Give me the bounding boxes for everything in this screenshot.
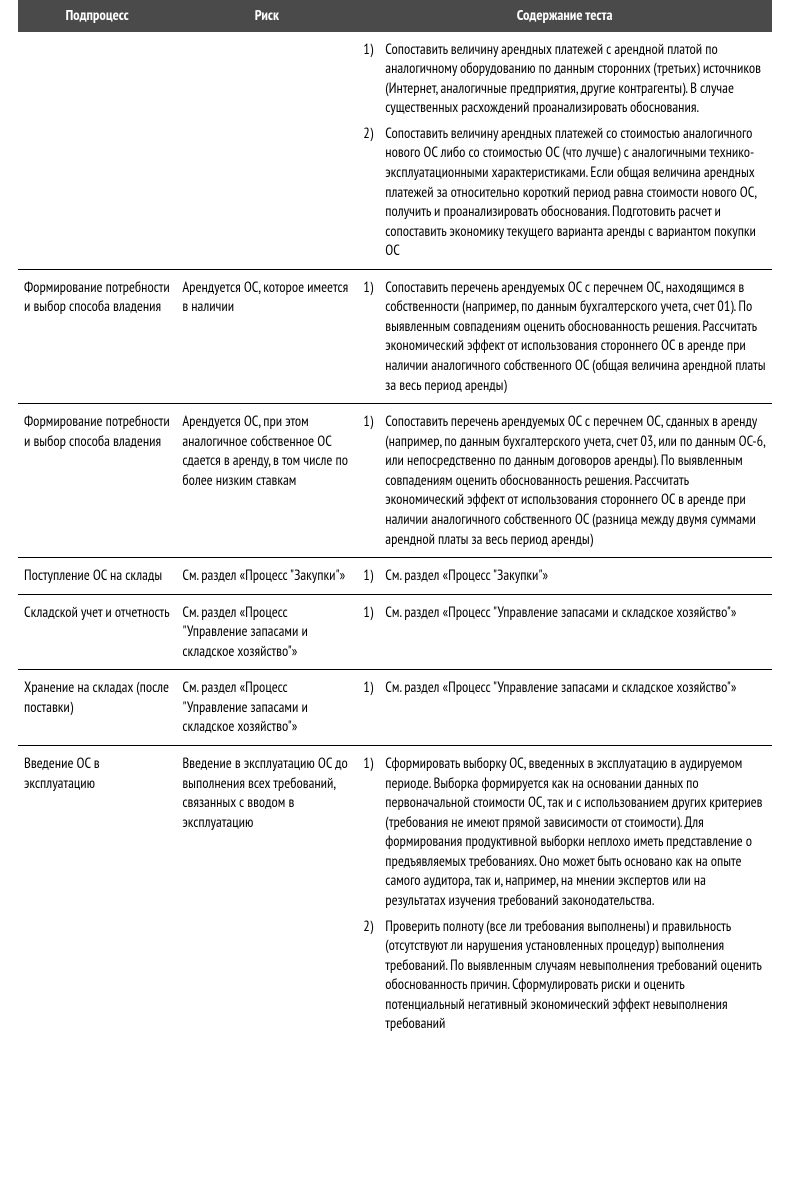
cell-test: 1)Сопоставить перечень арендуемых ОС с п… bbox=[357, 269, 772, 403]
test-item: 1)Сформировать выборку ОС, введенных в э… bbox=[363, 754, 766, 911]
header-risk: Риск bbox=[176, 0, 357, 32]
test-list: 1)См. раздел «Процесс "Управление запаса… bbox=[363, 678, 766, 698]
test-item-number: 1) bbox=[363, 566, 385, 586]
header-test: Содержание теста bbox=[357, 0, 772, 32]
cell-subprocess bbox=[18, 32, 176, 270]
cell-subprocess: Формирование потребности и выбор способа… bbox=[18, 404, 176, 558]
test-item-text: См. раздел «Процесс "Управление запасами… bbox=[385, 603, 766, 623]
risk-test-table: Подпроцесс Риск Содержание теста 1)Сопос… bbox=[18, 0, 772, 1042]
cell-risk: См. раздел «Процесс "Закупки"» bbox=[176, 558, 357, 595]
test-item-number: 2) bbox=[363, 917, 385, 1034]
test-item-number: 1) bbox=[363, 754, 385, 911]
table-row: Введение ОС в эксплуатациюВведение в экс… bbox=[18, 746, 772, 1042]
header-subprocess: Подпроцесс bbox=[18, 0, 176, 32]
test-item-number: 1) bbox=[363, 603, 385, 623]
cell-subprocess: Хранение на складах (после поставки) bbox=[18, 670, 176, 746]
test-item-number: 2) bbox=[363, 124, 385, 261]
table-row: 1)Сопоставить величину арендных платежей… bbox=[18, 32, 772, 270]
table-header-row: Подпроцесс Риск Содержание теста bbox=[18, 0, 772, 32]
table-row: Складской учет и отчетностьСм. раздел «П… bbox=[18, 594, 772, 670]
table-row: Формирование потребности и выбор способа… bbox=[18, 269, 772, 403]
cell-test: 1)Сформировать выборку ОС, введенных в э… bbox=[357, 746, 772, 1042]
test-item-number: 1) bbox=[363, 278, 385, 395]
cell-risk: См. раздел «Процесс "Управление запасами… bbox=[176, 594, 357, 670]
test-item-number: 1) bbox=[363, 412, 385, 549]
cell-subprocess: Формирование потребности и выбор способа… bbox=[18, 269, 176, 403]
cell-test: 1)Сопоставить величину арендных платежей… bbox=[357, 32, 772, 270]
test-list: 1)Сопоставить величину арендных платежей… bbox=[363, 40, 766, 261]
test-item: 1)См. раздел «Процесс "Управление запаса… bbox=[363, 678, 766, 698]
test-list: 1)Сопоставить перечень арендуемых ОС с п… bbox=[363, 278, 766, 395]
test-item-text: Сформировать выборку ОС, введенных в экс… bbox=[385, 754, 766, 911]
cell-subprocess: Введение ОС в эксплуатацию bbox=[18, 746, 176, 1042]
table-row: Формирование потребности и выбор способа… bbox=[18, 404, 772, 558]
test-item-number: 1) bbox=[363, 40, 385, 118]
cell-risk: Арендуется ОС, которое имеется в наличии bbox=[176, 269, 357, 403]
cell-risk: Введение в эксплуатацию ОС до выполнения… bbox=[176, 746, 357, 1042]
test-item: 1)Сопоставить перечень арендуемых ОС с п… bbox=[363, 412, 766, 549]
test-item-text: Сопоставить перечень арендуемых ОС с пер… bbox=[385, 412, 766, 549]
cell-test: 1)См. раздел «Процесс "Закупки"» bbox=[357, 558, 772, 595]
test-item-text: См. раздел «Процесс "Управление запасами… bbox=[385, 678, 766, 698]
test-item: 2)Проверить полноту (все ли требования в… bbox=[363, 917, 766, 1034]
test-item-text: Сопоставить величину арендных платежей с… bbox=[385, 40, 766, 118]
test-list: 1)См. раздел «Процесс "Управление запаса… bbox=[363, 603, 766, 623]
test-item-text: Сопоставить величину арендных платежей с… bbox=[385, 124, 766, 261]
cell-risk bbox=[176, 32, 357, 270]
table-row: Хранение на складах (после поставки)См. … bbox=[18, 670, 772, 746]
test-item: 1)См. раздел «Процесс "Закупки"» bbox=[363, 566, 766, 586]
table-row: Поступление ОС на складыСм. раздел «Проц… bbox=[18, 558, 772, 595]
test-list: 1)Сформировать выборку ОС, введенных в э… bbox=[363, 754, 766, 1034]
test-list: 1)См. раздел «Процесс "Закупки"» bbox=[363, 566, 766, 586]
test-list: 1)Сопоставить перечень арендуемых ОС с п… bbox=[363, 412, 766, 549]
cell-subprocess: Складской учет и отчетность bbox=[18, 594, 176, 670]
cell-risk: См. раздел «Процесс "Управление запасами… bbox=[176, 670, 357, 746]
cell-risk: Арендуется ОС, при этом аналогичное собс… bbox=[176, 404, 357, 558]
test-item: 1)См. раздел «Процесс "Управление запаса… bbox=[363, 603, 766, 623]
test-item-text: Сопоставить перечень арендуемых ОС с пер… bbox=[385, 278, 766, 395]
test-item: 2)Сопоставить величину арендных платежей… bbox=[363, 124, 766, 261]
table-body: 1)Сопоставить величину арендных платежей… bbox=[18, 32, 772, 1042]
cell-test: 1)См. раздел «Процесс "Управление запаса… bbox=[357, 670, 772, 746]
test-item-text: См. раздел «Процесс "Закупки"» bbox=[385, 566, 766, 586]
cell-test: 1)Сопоставить перечень арендуемых ОС с п… bbox=[357, 404, 772, 558]
test-item-number: 1) bbox=[363, 678, 385, 698]
cell-subprocess: Поступление ОС на склады bbox=[18, 558, 176, 595]
test-item: 1)Сопоставить величину арендных платежей… bbox=[363, 40, 766, 118]
cell-test: 1)См. раздел «Процесс "Управление запаса… bbox=[357, 594, 772, 670]
test-item-text: Проверить полноту (все ли требования вып… bbox=[385, 917, 766, 1034]
test-item: 1)Сопоставить перечень арендуемых ОС с п… bbox=[363, 278, 766, 395]
